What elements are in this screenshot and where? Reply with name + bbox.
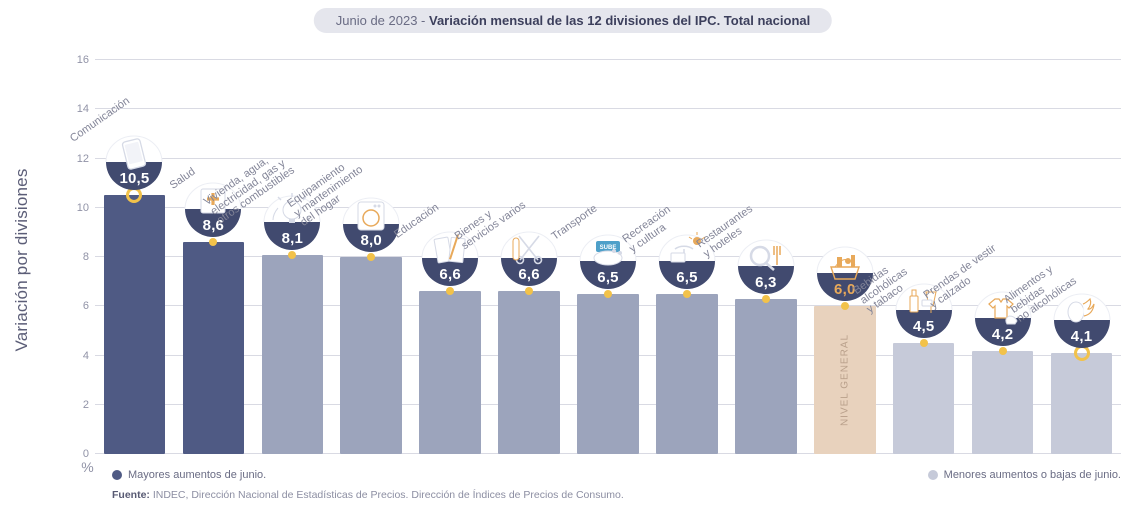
y-tick-label: 6 — [83, 300, 95, 312]
source-label: Fuente: — [112, 489, 150, 501]
y-tick-label: 16 — [77, 54, 95, 66]
bar — [498, 291, 560, 454]
y-tick-label: 8 — [83, 251, 95, 263]
percent-symbol: % — [81, 459, 93, 475]
bar — [340, 257, 402, 454]
bar — [1051, 353, 1113, 454]
bar — [814, 306, 876, 454]
bar-value: 4,2 — [992, 326, 1013, 343]
marker-dot — [762, 295, 770, 303]
bar-value: 6,6 — [518, 266, 539, 283]
grid-line — [95, 108, 1121, 109]
bar-value: 6,3 — [755, 274, 776, 291]
marker-dot — [367, 253, 375, 261]
marker-dot — [604, 290, 612, 298]
bar-value: 6,6 — [439, 266, 460, 283]
bar-value: 10,5 — [119, 170, 149, 187]
source-line: Fuente: INDEC, Dirección Nacional de Est… — [112, 489, 624, 501]
marker-dot — [841, 302, 849, 310]
y-tick-label: 10 — [77, 202, 95, 214]
y-axis-label: Variación por divisiones — [12, 168, 32, 351]
marker-dot — [446, 287, 454, 295]
legend-low: Menores aumentos o bajas de junio. — [928, 469, 1121, 481]
bar — [972, 351, 1034, 454]
legend-low-swatch — [928, 470, 938, 480]
marker-dot — [288, 251, 296, 259]
y-tick-label: 14 — [77, 103, 95, 115]
bar-value: 8,0 — [360, 232, 381, 249]
bar — [183, 242, 245, 454]
legend-low-label: Menores aumentos o bajas de junio. — [944, 469, 1121, 481]
bar — [893, 343, 955, 454]
bar-value: 6,5 — [676, 269, 697, 286]
bar-value: 4,1 — [1071, 328, 1092, 345]
legend-high-label: Mayores aumentos de junio. — [128, 469, 266, 481]
bar — [262, 255, 324, 454]
bar-value: 6,5 — [597, 269, 618, 286]
bar — [577, 294, 639, 454]
title-main: Variación mensual de las 12 divisiones d… — [429, 13, 810, 28]
bar — [735, 299, 797, 454]
chart-title-banner: Junio de 2023 - Variación mensual de las… — [314, 8, 832, 33]
y-tick-label: 2 — [83, 399, 95, 411]
marker-dot — [999, 347, 1007, 355]
legend-high-swatch — [112, 470, 122, 480]
marker-dot — [209, 238, 217, 246]
legend-high: Mayores aumentos de junio. — [112, 469, 266, 481]
marker-dot — [920, 339, 928, 347]
grid-line — [95, 59, 1121, 60]
source-text: INDEC, Dirección Nacional de Estadística… — [153, 489, 624, 501]
title-prefix: Junio de 2023 - — [336, 13, 429, 28]
marker-dot — [525, 287, 533, 295]
y-tick-label: 4 — [83, 350, 95, 362]
marker-dot — [683, 290, 691, 298]
bar-value: 8,1 — [282, 230, 303, 247]
y-tick-label: 12 — [77, 153, 95, 165]
bar — [104, 195, 166, 454]
legend: Mayores aumentos de junio. Menores aumen… — [112, 469, 1121, 481]
bar — [419, 291, 481, 454]
grid-line — [95, 158, 1121, 159]
bar — [656, 294, 718, 454]
infographic-root: { "header": { "prefix": "Junio de 2023 -… — [0, 0, 1146, 519]
bar-value: 4,5 — [913, 318, 934, 335]
plot-area: 0246810121416 10,5Comunicación 8,6Salud … — [95, 60, 1121, 454]
